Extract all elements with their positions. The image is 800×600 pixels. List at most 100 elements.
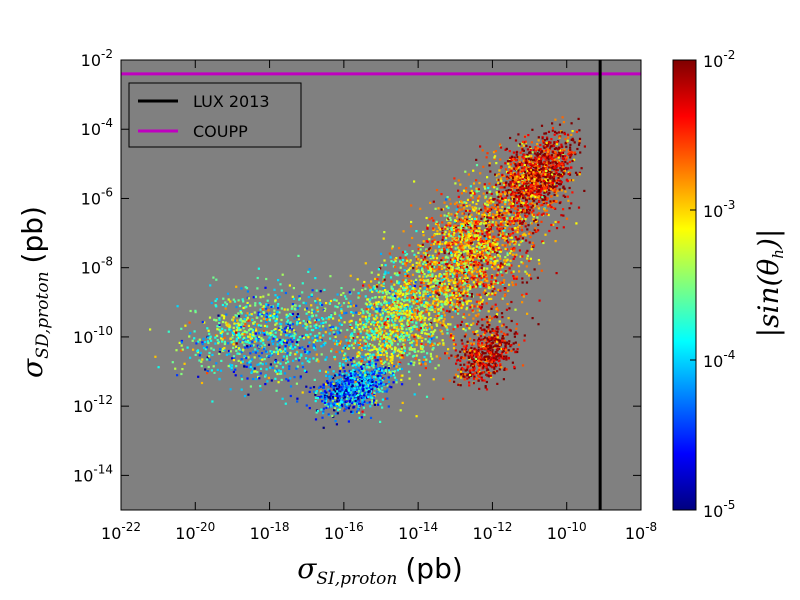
scatter-point [349, 300, 352, 303]
scatter-point [504, 333, 507, 336]
scatter-point [409, 267, 412, 270]
scatter-point [498, 268, 501, 271]
scatter-point [468, 361, 471, 364]
scatter-point [494, 249, 498, 252]
scatter-point [362, 315, 366, 318]
scatter-point [484, 386, 487, 389]
scatter-point [410, 265, 413, 268]
scatter-point [547, 162, 550, 165]
scatter-point [360, 347, 363, 350]
scatter-point [550, 201, 553, 205]
scatter-point [456, 359, 459, 362]
scatter-point [501, 339, 504, 342]
scatter-point [485, 203, 488, 206]
scatter-point [501, 206, 504, 209]
scatter-point [485, 256, 488, 260]
scatter-point [491, 337, 495, 340]
scatter-point [460, 218, 463, 221]
scatter-point [401, 319, 404, 322]
scatter-point [520, 168, 523, 171]
scatter-point [501, 340, 504, 344]
scatter-point [468, 384, 471, 387]
scatter-point [502, 231, 505, 234]
scatter-point [367, 298, 370, 301]
scatter-point [371, 290, 374, 293]
scatter-point [509, 211, 513, 214]
scatter-point [484, 209, 487, 212]
scatter-point [486, 233, 489, 236]
scatter-point [508, 267, 511, 270]
scatter-point [380, 318, 383, 321]
scatter-point [404, 307, 408, 310]
scatter-point [458, 301, 461, 304]
scatter-point [484, 347, 487, 350]
scatter-point [397, 274, 400, 277]
scatter-point [432, 289, 436, 292]
scatter-point [500, 227, 503, 230]
scatter-point [483, 185, 486, 188]
scatter-point [413, 348, 416, 351]
scatter-point [393, 350, 396, 353]
scatter-point [377, 281, 381, 284]
scatter-point [435, 336, 438, 339]
scatter-point [436, 343, 440, 346]
scatter-point [470, 278, 474, 281]
scatter-point [419, 264, 422, 267]
scatter-point [420, 302, 423, 305]
scatter-point [503, 262, 506, 265]
scatter-point [456, 310, 459, 313]
scatter-point [542, 179, 545, 182]
scatter-point [490, 243, 493, 246]
scatter-point [360, 344, 363, 347]
scatter-point [434, 263, 437, 266]
scatter-point [537, 229, 540, 232]
scatter-point [467, 280, 470, 283]
scatter-point [504, 191, 507, 194]
scatter-point [447, 212, 450, 215]
scatter-point [359, 318, 362, 321]
scatter-point [531, 176, 534, 179]
scatter-point [404, 256, 407, 259]
scatter-point [438, 265, 441, 268]
scatter-point [544, 163, 547, 166]
scatter-point [415, 255, 418, 258]
scatter-point [563, 169, 566, 172]
scatter-point [538, 299, 541, 302]
scatter-point [494, 247, 498, 250]
scatter-point [459, 373, 462, 376]
scatter-point [496, 382, 499, 385]
scatter-point [451, 337, 454, 340]
scatter-point [521, 187, 524, 190]
scatter-point [388, 305, 391, 309]
scatter-point [516, 198, 519, 201]
scatter-point [484, 352, 487, 355]
scatter-point [479, 358, 482, 361]
scatter-point [436, 319, 439, 322]
scatter-point [450, 274, 453, 277]
scatter-point [511, 175, 514, 178]
scatter-point [495, 191, 498, 194]
scatter-point [563, 172, 566, 175]
scatter-point [508, 340, 511, 343]
scatter-point [540, 124, 544, 127]
scatter-point [555, 179, 558, 183]
scatter-point [482, 259, 485, 262]
scatter-point [530, 211, 533, 214]
scatter-point [562, 226, 565, 229]
scatter-point [497, 228, 500, 231]
scatter-point [425, 310, 428, 313]
scatter-point [496, 273, 499, 276]
scatter-point [487, 286, 491, 289]
scatter-point [474, 249, 478, 252]
scatter-point [374, 296, 377, 299]
scatter-point [544, 233, 547, 236]
scatter-point [499, 355, 502, 358]
scatter-point [406, 333, 409, 336]
scatter-point [460, 276, 463, 279]
scatter-point [407, 292, 411, 295]
scatter-point [464, 250, 467, 253]
scatter-point [435, 279, 438, 282]
scatter-point [551, 184, 554, 187]
scatter-point [429, 293, 432, 296]
scatter-point [482, 284, 485, 288]
